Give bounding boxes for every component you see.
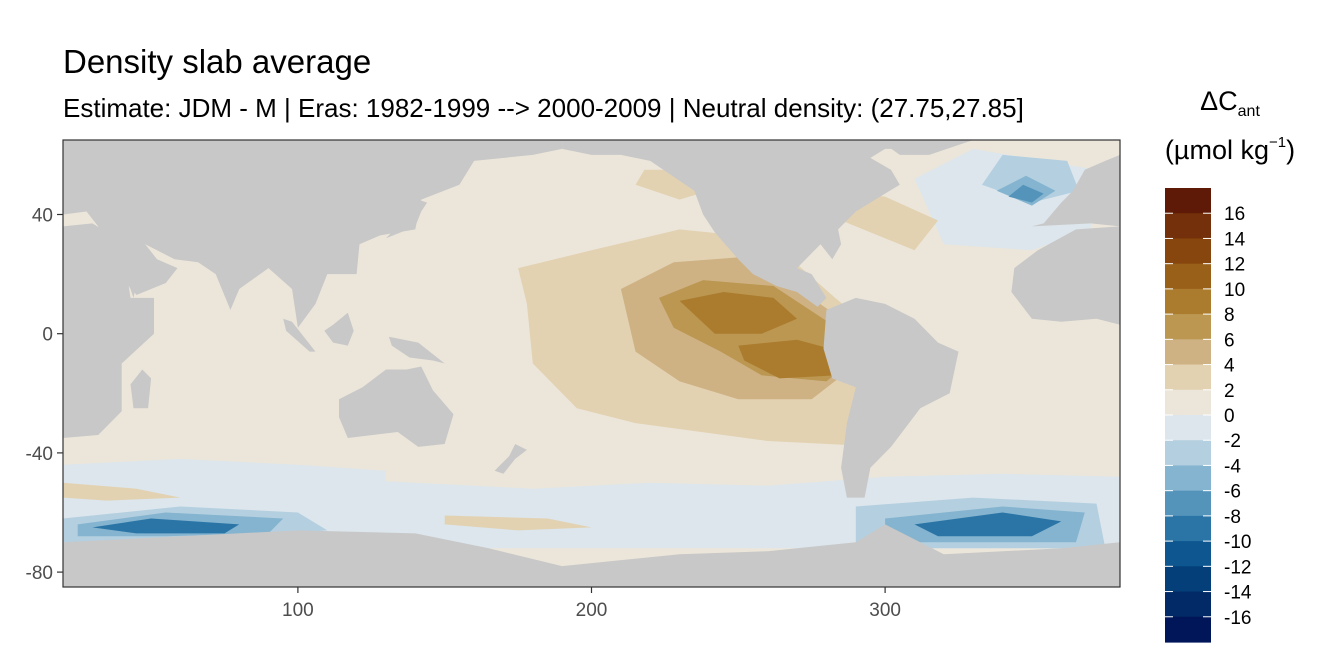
region-pacific-warm-8b [738,339,842,379]
legend-label: 16 [1224,204,1245,225]
region-pacific-warm-8 [679,292,797,334]
legend-label: 0 [1224,406,1235,427]
land-europe-asia [63,140,563,328]
x-tick-label: 300 [869,600,901,621]
legend-title-line1: ΔCant [1150,86,1310,121]
legend-swatch [1165,389,1211,416]
plot-title: Density slab average [63,43,372,80]
legend-swatch [1165,591,1211,618]
legend-label: -2 [1224,431,1241,452]
legend-label: -16 [1224,608,1251,629]
legend-label: -6 [1224,482,1241,503]
legend-swatch [1165,213,1211,240]
land-new-zealand [494,444,527,474]
region-ross-warm-patch [444,515,592,531]
legend-swatch [1165,616,1211,643]
legend-unit-prefix: (µmol kg [1164,135,1269,165]
legend-swatch [1165,440,1211,467]
land-australia [339,366,454,447]
legend-swatch [1165,339,1211,366]
legend-swatch [1165,490,1211,517]
plot-subtitle: Estimate: JDM - M | Eras: 1982-1999 --> … [63,93,1024,123]
y-tick-label: 40 [32,206,53,227]
legend-swatch [1165,415,1211,441]
legend-label: -4 [1224,456,1241,477]
y-tick-label: 0 [42,325,53,346]
legend-swatch [1165,566,1211,593]
legend-swatch [1165,188,1211,214]
legend-label: 14 [1224,229,1246,250]
legend-label: 6 [1224,330,1235,351]
x-tick-label: 200 [576,600,608,621]
legend-title-symbol: ΔC [1200,86,1238,116]
legend-label: -12 [1224,557,1251,578]
land-africa [63,223,154,438]
land-india [201,244,269,310]
legend-label: 10 [1224,280,1245,301]
land-arabia [107,244,178,295]
land-sumatra [283,318,316,352]
legend-swatch [1165,263,1211,290]
region-west-southern-warm-patch [63,482,181,501]
land-greenland [879,140,974,155]
legend-swatch [1165,238,1211,265]
legend-swatch [1165,364,1211,391]
region-north-atlantic-blue-3 [1008,184,1044,203]
y-tick-label: -80 [26,563,53,584]
legend-swatch [1165,314,1211,340]
land-north-america [562,140,944,307]
land-new-guinea [388,336,445,364]
legend-label: -14 [1224,583,1252,604]
land-antarctica [63,524,1120,587]
land-japan [386,199,428,239]
legend-swatch [1165,515,1211,542]
x-tick-label: 100 [282,600,314,621]
map-panel [63,140,1120,587]
legend-label: -8 [1224,507,1241,528]
land-west-europe [1031,154,1120,227]
region-weddell-blue-3 [914,512,1062,537]
legend: 16 14 12 10 8 6 4 2 0 -2 -4 -6 -8 -10 -12 -14 -16 [1165,188,1252,643]
legend-unit-exponent: −1 [1268,134,1287,151]
legend-label: 2 [1224,381,1235,402]
legend-swatch [1165,288,1211,315]
legend-label: 4 [1224,356,1235,377]
legend-title-line2: (µmol kg−1) [1150,134,1310,166]
region-north-pacific-warm [635,169,709,200]
legend-label: -10 [1224,532,1251,553]
axes: 40 0 -40 -80 100 200 300 [26,206,901,622]
legend-swatch [1165,541,1211,567]
region-indian-ocean-south-band [63,458,386,483]
legend-swatch [1165,465,1211,492]
land-borneo [324,312,354,346]
legend-title-subscript: ant [1237,103,1260,120]
land-west-africa [1011,226,1120,325]
y-tick-label: -40 [26,444,53,465]
legend-unit-suffix: ) [1286,135,1296,165]
legend-label: 12 [1224,255,1245,276]
region-indian-southern-blue-3 [92,518,240,534]
land-madagascar [130,369,152,409]
legend-label: 8 [1224,305,1235,326]
land-south-america [823,297,959,498]
